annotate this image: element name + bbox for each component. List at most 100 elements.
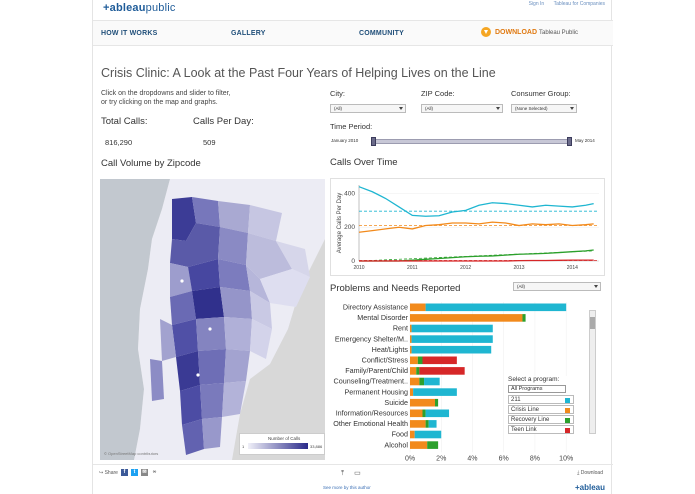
category-label[interactable]: Family/Parent/Child — [345, 366, 408, 375]
bar-segment[interactable] — [410, 430, 415, 439]
bar-segment[interactable] — [410, 314, 523, 322]
swatch-crisis-line — [565, 408, 570, 413]
bar-x-tick-label: 6% — [499, 455, 509, 462]
bar-segment[interactable] — [425, 420, 429, 428]
program-crisis-line[interactable]: Crisis Line — [508, 405, 574, 414]
program-211-label: 211 — [511, 397, 521, 403]
bar-segment[interactable] — [416, 367, 420, 375]
bar-segment[interactable] — [425, 409, 450, 418]
category-label[interactable]: Directory Assistance — [343, 303, 408, 312]
sign-in-link[interactable]: Sign In — [528, 1, 545, 7]
bar-segment[interactable] — [410, 420, 426, 428]
category-label[interactable]: Conflict/Stress — [362, 356, 409, 365]
tableau-public-logo[interactable]: +ableaupublic — [103, 2, 176, 14]
time-period-slider[interactable] — [373, 139, 569, 144]
bar-segment[interactable] — [410, 441, 428, 449]
program-211[interactable]: 211 — [508, 395, 574, 404]
consumer-group-select[interactable]: (None Selected) — [511, 104, 577, 113]
category-label[interactable]: Mental Disorder — [357, 313, 408, 322]
bar-segment[interactable] — [411, 345, 492, 354]
program-teen-link[interactable]: Teen Link — [508, 425, 574, 434]
x-tick-label: 2011 — [407, 265, 418, 271]
map-legend-gradient — [248, 443, 308, 449]
email-icon[interactable]: ✉ — [141, 469, 148, 476]
zip-filter-select[interactable]: (All) — [421, 104, 503, 113]
nav-gallery[interactable]: GALLERY — [231, 30, 266, 37]
bar-segment[interactable] — [410, 345, 412, 354]
swatch-recovery-line — [565, 418, 570, 423]
problems-filter-select[interactable]: (All) — [513, 282, 601, 291]
category-label[interactable]: Suicide — [384, 398, 408, 407]
bar-segment[interactable] — [410, 356, 418, 365]
download-tableau-public-button[interactable]: DOWNLOAD Tableau Public — [481, 27, 578, 37]
y-tick-label: 400 — [344, 190, 355, 197]
bar-segment[interactable] — [419, 377, 425, 386]
zipcode-map[interactable]: Number of Calls 1 33,886 © OpenStreetMap… — [100, 179, 325, 460]
category-label[interactable]: Rent — [393, 324, 408, 333]
bar-segment[interactable] — [410, 388, 414, 396]
bar-segment[interactable] — [410, 303, 426, 312]
bar-segment[interactable] — [410, 377, 420, 386]
series-line-1[interactable] — [358, 221, 594, 233]
category-label[interactable]: Other Emotional Health — [333, 419, 408, 428]
bar-segment[interactable] — [422, 409, 426, 418]
category-label[interactable]: Information/Resources — [336, 409, 409, 418]
bar-segment[interactable] — [410, 335, 412, 343]
city-filter-select[interactable]: (All) — [330, 104, 406, 113]
x-tick-label: 2014 — [567, 265, 578, 271]
bar-chart-scrollbar[interactable] — [589, 310, 596, 434]
bar-segment[interactable] — [410, 324, 412, 333]
program-recovery-line[interactable]: Recovery Line — [508, 415, 574, 424]
scrollbar-thumb[interactable] — [590, 317, 595, 329]
x-tick-label: 2012 — [460, 265, 471, 271]
all-programs-option[interactable]: All Programs — [508, 385, 566, 393]
twitter-icon[interactable]: t — [131, 469, 138, 476]
share-button[interactable]: ↪ Share — [99, 470, 118, 476]
download-text: Download — [580, 470, 603, 476]
bar-segment[interactable] — [410, 367, 417, 375]
facebook-icon[interactable]: f — [121, 469, 128, 476]
fullscreen-icon[interactable]: ▭ — [354, 470, 361, 477]
see-more-by-author-link[interactable]: See more by this author — [323, 485, 371, 490]
bar-segment[interactable] — [410, 398, 435, 407]
bar-segment[interactable] — [419, 367, 465, 375]
footer-tools: ⤒ ▭ — [341, 469, 361, 478]
bar-segment[interactable] — [414, 430, 442, 439]
bar-segment[interactable] — [427, 441, 439, 449]
bar-segment[interactable] — [434, 398, 439, 407]
bar-segment[interactable] — [411, 335, 493, 343]
bar-segment[interactable] — [410, 409, 423, 418]
tableau-footer-logo[interactable]: +ableau — [574, 483, 605, 492]
category-label[interactable]: Counseling/Treatment.. — [334, 377, 408, 386]
chevron-down-icon — [399, 107, 403, 110]
revert-icon[interactable]: ⤒ — [341, 470, 345, 477]
chevron-down-icon — [496, 107, 500, 110]
category-label[interactable]: Emergency Shelter/M.. — [335, 334, 408, 343]
bar-segment[interactable] — [424, 377, 440, 386]
series-line-0[interactable] — [358, 186, 594, 217]
tableau-companies-link[interactable]: Tableau for Companies — [553, 1, 605, 7]
calls-over-time-chart[interactable]: 0 200 400 2010 2011 2012 2013 2014 Average Calls… — [330, 178, 605, 276]
bar-segment[interactable] — [411, 324, 493, 333]
problems-bar-chart[interactable]: Directory Assistance Mental Disorder Rent E… — [330, 298, 605, 462]
link-icon[interactable]: ∞ — [151, 469, 158, 476]
nav-community[interactable]: COMMUNITY — [359, 30, 404, 37]
category-label[interactable]: Permanent Housing — [344, 387, 408, 396]
download-sub: Tableau Public — [539, 29, 579, 36]
category-label[interactable]: Heat/Lights — [372, 345, 409, 354]
bar-segment[interactable] — [417, 356, 423, 365]
bar-segment[interactable] — [428, 420, 437, 428]
download-button[interactable]: ⤓ Download — [577, 470, 603, 476]
nav-how-it-works[interactable]: HOW IT WORKS — [101, 30, 158, 37]
time-slider-end-handle[interactable] — [567, 137, 572, 146]
category-label[interactable]: Food — [392, 430, 408, 439]
bar-segment[interactable] — [522, 314, 526, 322]
problems-filter-value: (All) — [517, 284, 525, 289]
bar-segment[interactable] — [413, 388, 457, 396]
time-slider-start-handle[interactable] — [371, 137, 376, 146]
bar-segment[interactable] — [425, 303, 567, 312]
problems-title: Problems and Needs Reported — [330, 283, 461, 294]
category-label[interactable]: Alcohol — [384, 440, 408, 449]
bar-segment[interactable] — [422, 356, 457, 365]
instructions-line-1: Click on the dropdowns and slider to fil… — [101, 90, 231, 97]
